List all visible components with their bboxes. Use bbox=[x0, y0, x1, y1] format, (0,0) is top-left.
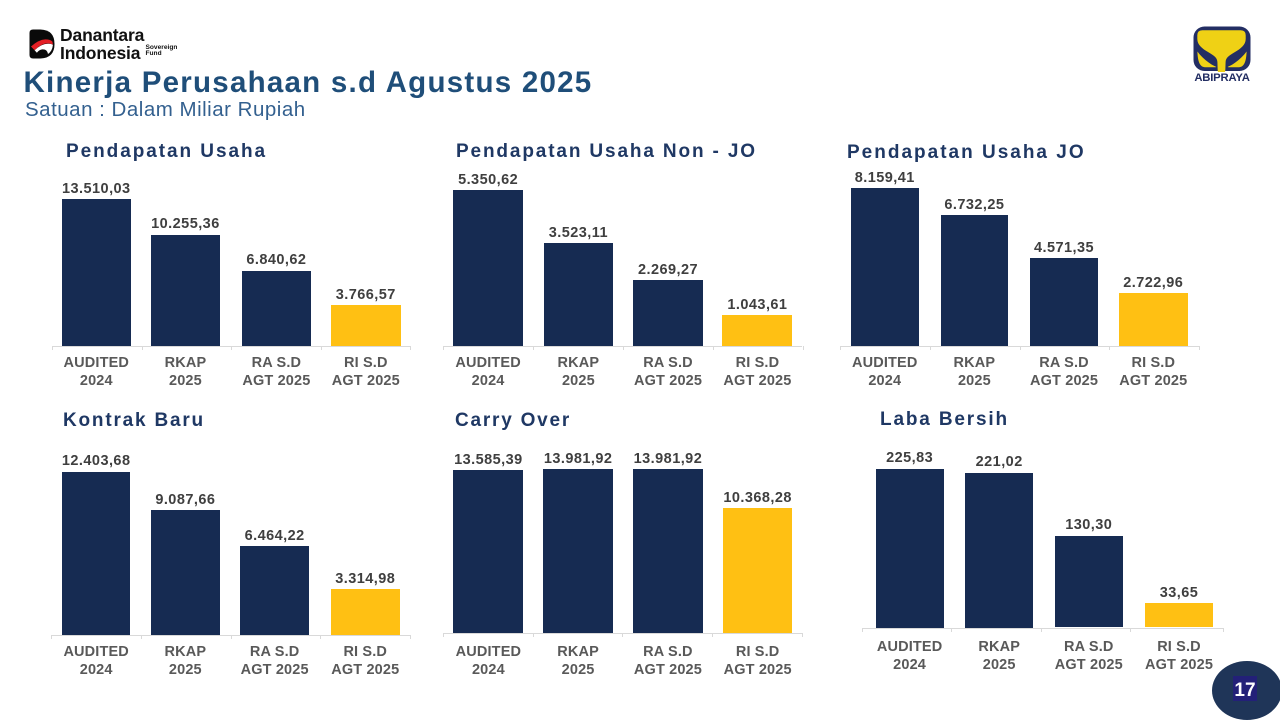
svg-text:ABIPRAYA: ABIPRAYA bbox=[1194, 72, 1249, 83]
